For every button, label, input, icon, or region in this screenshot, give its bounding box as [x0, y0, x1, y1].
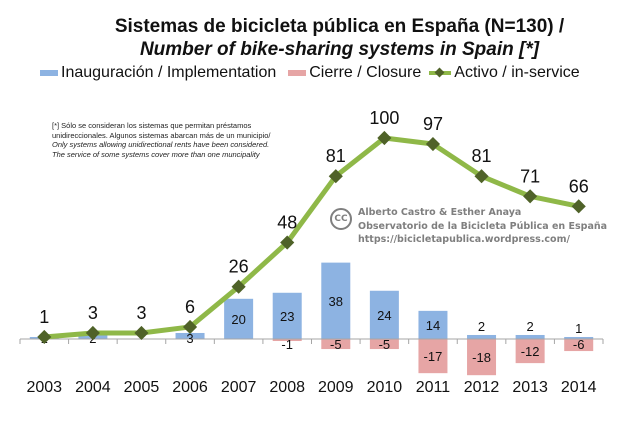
x-tick-label-2004: 2004: [75, 379, 111, 396]
data-label-active-2010: 100: [369, 108, 399, 128]
bar-closure-2011: [418, 339, 448, 374]
chart-title: Sistemas de bicicleta pública en España …: [114, 16, 565, 37]
data-label-implementation-2013: 2: [527, 319, 534, 334]
x-tick-label-2012: 2012: [464, 379, 500, 396]
data-label-implementation-2008: 23: [280, 309, 294, 324]
data-label-implementation-2007: 20: [231, 312, 245, 327]
bar-implementation-2007: [224, 298, 254, 339]
marker-active-2007: [231, 279, 246, 294]
bar-closure-2012: [467, 339, 497, 376]
legend-swatch-closure: [288, 70, 307, 76]
x-tick-label-2005: 2005: [124, 379, 160, 396]
data-label-active-2013: 71: [520, 166, 540, 186]
footnote-line-3: Only systems allowing unidirectional ren…: [52, 140, 270, 150]
bar-closure-2008: [272, 339, 302, 342]
bar-closure-2009: [321, 339, 351, 350]
marker-active-2010: [377, 130, 392, 146]
data-label-implementation-2011: 14: [426, 318, 440, 333]
x-tick-label-2013: 2013: [512, 379, 548, 396]
credit-url: https://bicicletapublica.wordpress.com/: [358, 234, 570, 245]
marker-active-2003: [37, 329, 52, 345]
data-label-active-2011: 97: [423, 114, 443, 134]
data-label-closure-2009: -5: [330, 337, 342, 352]
marker-active-2012: [474, 169, 489, 184]
bar-implementation-2008: [272, 292, 302, 339]
legend-item-active: Activo / in-service: [429, 64, 580, 82]
data-label-closure-2013: -12: [521, 344, 540, 359]
bar-implementation-2014: [564, 336, 594, 339]
bar-implementation-2011: [418, 310, 448, 339]
footnote-line-4: The service of some systems cover more t…: [52, 149, 260, 159]
x-tick-label-2011: 2011: [416, 379, 451, 396]
data-label-active-2008: 48: [277, 213, 297, 233]
data-label-implementation-2012: 2: [478, 319, 485, 334]
legend-label-active: Activo / in-service: [454, 64, 580, 81]
legend-swatch-implementation: [40, 70, 58, 76]
data-label-implementation-2010: 24: [377, 308, 391, 323]
marker-active-2005: [134, 325, 149, 341]
data-label-closure-2010: -5: [379, 337, 391, 352]
marker-active-2009: [328, 169, 343, 184]
x-tick-label-2003: 2003: [26, 379, 62, 396]
chart-subtitle: Number of bike-sharing systems in Spain …: [139, 39, 540, 60]
x-tick-label-2014: 2014: [561, 379, 597, 396]
marker-active-2011: [425, 136, 441, 152]
marker-active-2013: [523, 189, 538, 204]
bar-closure-2014: [564, 339, 594, 352]
data-label-implementation-2006: 3: [186, 331, 193, 346]
credit-authors: Alberto Castro & Esther Anaya: [358, 207, 522, 218]
footnote-line-1: [*] Sólo se consideran los sistemas que …: [52, 121, 252, 130]
data-label-closure-2012: -18: [472, 350, 491, 365]
credit-block: Alberto Castro & Esther Anaya Observator…: [358, 206, 607, 247]
legend-swatch-active: [429, 67, 452, 78]
legend: Inauguración / Implementation Cierre / C…: [40, 64, 584, 82]
data-label-closure-2011: -17: [424, 349, 443, 364]
data-label-closure-2014: -6: [573, 337, 585, 352]
data-label-implementation-2009: 38: [329, 294, 343, 309]
bar-implementation-2006: [175, 332, 205, 339]
x-tick-label-2008: 2008: [269, 379, 305, 396]
legend-label-closure: Cierre / Closure: [309, 64, 422, 81]
data-label-active-2014: 66: [569, 176, 589, 196]
data-label-implementation-2014: 1: [575, 321, 582, 336]
data-label-active-2009: 81: [326, 146, 346, 166]
data-label-active-2012: 81: [472, 146, 492, 166]
marker-active-2006: [182, 319, 198, 335]
data-label-active-2006: 6: [185, 297, 195, 317]
legend-label-implementation: Inauguración / Implementation: [61, 64, 277, 81]
data-label-active-2005: 3: [136, 303, 146, 323]
marker-active-2008: [280, 235, 295, 250]
x-tick-label-2009: 2009: [318, 379, 354, 396]
data-label-active-2007: 26: [229, 257, 249, 277]
data-label-closure-2008: -1: [281, 337, 293, 352]
marker-active-2014: [571, 199, 586, 214]
x-tick-label-2010: 2010: [367, 379, 403, 396]
line-active: [44, 135, 580, 340]
footnote-line-2: unidireccionales. Algunos sistemas abarc…: [52, 130, 271, 140]
legend-item-implementation: Inauguración / Implementation: [40, 64, 276, 82]
x-tick-label-2007: 2007: [221, 379, 257, 396]
data-label-active-2004: 3: [88, 303, 98, 323]
bar-implementation-2012: [467, 334, 497, 339]
bar-implementation-2013: [515, 334, 545, 339]
legend-item-closure: Cierre / Closure: [288, 64, 421, 82]
bar-closure-2010: [369, 339, 399, 350]
bar-closure-2013: [515, 339, 545, 364]
marker-active-2004: [85, 325, 100, 341]
bar-implementation-2009: [321, 262, 351, 339]
data-label-active-2003: 1: [39, 307, 49, 327]
bar-implementation-2010: [369, 290, 399, 339]
footnote: [*] Sólo se consideran los sistemas que …: [52, 121, 270, 159]
x-tick-label-2006: 2006: [172, 379, 208, 396]
creative-commons-icon: CC: [330, 208, 352, 230]
credit-organization: Observatorio de la Bicicleta Pública en …: [358, 220, 608, 232]
